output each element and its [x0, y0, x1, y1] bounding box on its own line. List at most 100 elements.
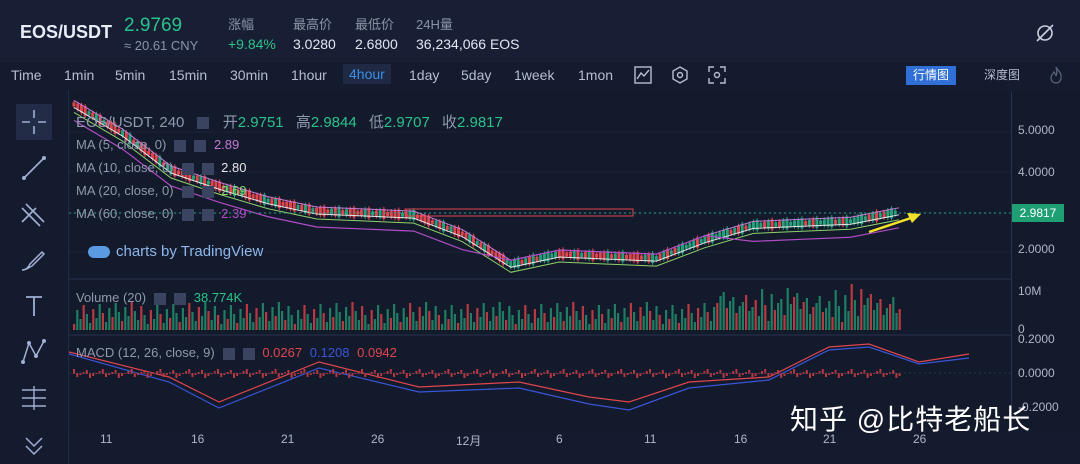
macd-histogram-bar — [527, 373, 530, 374]
tradingview-branding[interactable]: charts by TradingView — [88, 243, 263, 260]
volume-bar — [761, 289, 764, 330]
volume-bar — [146, 324, 149, 330]
tf-time[interactable]: Time — [11, 67, 42, 83]
candle — [117, 128, 121, 133]
volume-bar — [319, 304, 322, 330]
pattern-tool-icon[interactable] — [16, 334, 52, 370]
settings-icon[interactable] — [181, 185, 194, 198]
text-tool-icon[interactable] — [16, 288, 52, 324]
tf-30min[interactable]: 30min — [230, 67, 269, 83]
candle — [289, 201, 293, 210]
trend-line-icon[interactable] — [16, 150, 52, 186]
volume-bar — [649, 311, 652, 330]
volume-bar — [703, 303, 706, 330]
fib-tool-icon[interactable] — [16, 196, 52, 232]
symbol-label: EOS/USDT, 240 — [76, 114, 185, 131]
indicator-icon[interactable] — [634, 66, 652, 84]
tf-4hour[interactable]: 4hour — [343, 64, 391, 84]
volume-bar — [549, 308, 552, 330]
volume-bar — [460, 309, 463, 330]
measure-tool-icon[interactable] — [16, 380, 52, 416]
volume-bar — [111, 317, 114, 330]
macd-histogram-bar — [255, 372, 258, 374]
price-axis-label: 2.0000 — [1018, 242, 1055, 256]
open-value: 2.9751 — [237, 114, 284, 131]
close-icon[interactable] — [194, 139, 207, 152]
volume-bar — [377, 305, 380, 330]
macd-histogram-bar — [402, 370, 405, 374]
volume-bar — [300, 319, 303, 330]
volume-bar — [892, 297, 895, 330]
candle — [848, 219, 852, 224]
candle — [535, 256, 539, 261]
settings-icon[interactable] — [222, 347, 235, 360]
tf-1min[interactable]: 1min — [64, 67, 95, 83]
volume-bar — [857, 316, 860, 330]
candle — [427, 215, 431, 226]
volume-bar — [831, 317, 834, 330]
pair-name[interactable]: EOS/USDT — [20, 22, 113, 42]
close-icon[interactable] — [201, 162, 214, 175]
tf-15min[interactable]: 15min — [169, 67, 208, 83]
tf-1mon[interactable]: 1mon — [578, 67, 614, 83]
close-icon[interactable] — [174, 292, 187, 305]
volume-bar — [834, 290, 837, 330]
flame-icon[interactable] — [1047, 66, 1065, 84]
tf-5day[interactable]: 5day — [461, 67, 492, 83]
candle — [438, 221, 442, 230]
volume-bar — [469, 313, 472, 330]
macd-histogram-bar — [178, 373, 181, 376]
settings-icon[interactable] — [154, 292, 167, 305]
brush-icon[interactable] — [16, 242, 52, 278]
volume-bar — [258, 317, 261, 330]
volume-bar — [818, 296, 821, 330]
fullscreen-icon[interactable] — [708, 66, 726, 84]
chart-mode-button[interactable]: 行情图 — [906, 66, 957, 85]
settings-icon[interactable] — [181, 208, 194, 221]
volume-bar — [725, 308, 728, 330]
macd-histogram-bar — [92, 373, 95, 376]
macd-histogram-bar — [623, 373, 626, 377]
close-icon[interactable] — [201, 185, 214, 198]
close-icon[interactable] — [201, 208, 214, 221]
candle — [568, 251, 572, 258]
volume-bar — [149, 310, 152, 330]
macd-histogram-bar — [722, 373, 725, 378]
macd-histogram-bar — [393, 373, 395, 377]
settings-icon[interactable] — [174, 139, 187, 152]
volume-bar — [95, 318, 98, 330]
macd-histogram-bar — [501, 371, 504, 374]
macd-histogram-bar — [261, 373, 264, 378]
candle — [890, 208, 894, 219]
macd-histogram-bar — [495, 373, 498, 376]
depth-mode-button[interactable]: 深度图 — [984, 68, 1021, 82]
volume-bar — [569, 316, 572, 330]
close-icon[interactable] — [242, 347, 255, 360]
volume-bar — [780, 299, 783, 330]
tf-1hour[interactable]: 1hour — [291, 67, 327, 83]
theme-toggle-icon[interactable] — [1034, 22, 1056, 44]
volume-bar — [402, 308, 405, 330]
tf-5min[interactable]: 5min — [115, 67, 146, 83]
macd-histogram-bar — [194, 373, 197, 375]
candle — [154, 154, 158, 163]
tf-1week[interactable]: 1week — [514, 67, 555, 83]
volume-bar — [837, 306, 840, 330]
macd-histogram-bar — [649, 369, 651, 374]
volume-bar — [143, 315, 146, 330]
candle — [807, 219, 811, 226]
macd-histogram-bar — [162, 373, 165, 377]
candle — [856, 215, 860, 224]
candle — [789, 221, 793, 226]
crosshair-icon[interactable] — [16, 104, 52, 140]
macd-histogram-bar — [265, 373, 267, 376]
settings-icon[interactable] — [181, 162, 194, 175]
volume-bar — [492, 307, 495, 330]
settings-icon[interactable] — [196, 117, 209, 130]
settings-icon[interactable] — [671, 66, 689, 84]
collapse-icon[interactable] — [16, 426, 52, 462]
macd-histogram-bar — [226, 372, 229, 374]
macd-histogram-bar — [258, 370, 261, 374]
chart-area[interactable] — [68, 92, 1011, 430]
tf-1day[interactable]: 1day — [409, 67, 440, 83]
